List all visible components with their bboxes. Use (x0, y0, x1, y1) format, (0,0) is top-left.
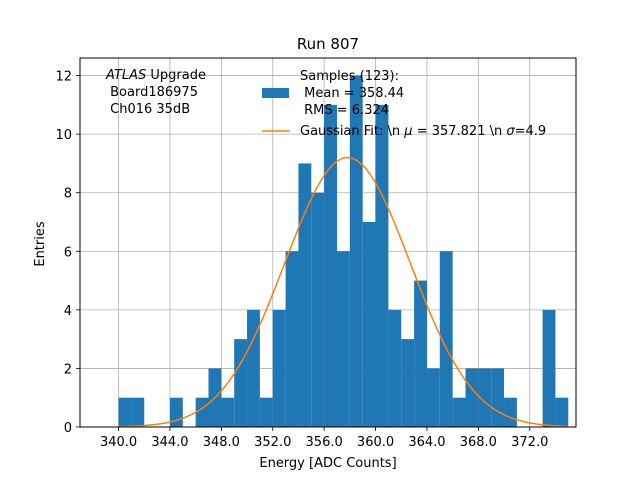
legend-samples-line-3: RMS = 6.324 (300, 103, 389, 118)
y-ticks: 0 2 4 6 8 10 12 (55, 70, 80, 436)
x-tick-label: 344.0 (151, 435, 188, 450)
histogram-bars (118, 75, 569, 428)
x-ticks: 340.0 344.0 348.0 352.0 356.0 360.0 364.0 368.0… (100, 427, 548, 450)
annotation-line-2: Board186975 (106, 85, 198, 100)
histogram-bar (336, 251, 350, 427)
histogram-bar (465, 368, 479, 427)
x-tick-label: 368.0 (460, 435, 497, 450)
x-tick-label: 356.0 (306, 435, 343, 450)
y-tick-label: 4 (64, 304, 72, 319)
x-axis-label: Energy [ADC Counts] (259, 456, 396, 471)
x-tick-label: 348.0 (203, 435, 240, 450)
mu-symbol: μ (403, 124, 412, 139)
histogram-bar (491, 368, 505, 427)
histogram-bar (221, 397, 235, 427)
x-tick-label: 352.0 (254, 435, 291, 450)
histogram-bar (555, 397, 569, 427)
y-tick-label: 6 (64, 245, 72, 260)
histogram-bar (426, 368, 440, 427)
y-tick-label: 12 (55, 70, 72, 85)
histogram-bar (414, 280, 427, 427)
y-tick-label: 2 (64, 362, 72, 377)
x-tick-label: 372.0 (511, 435, 548, 450)
legend-samples-line-1: Samples (123): (300, 69, 399, 84)
histogram-bar (247, 309, 260, 427)
y-tick-label: 10 (55, 128, 72, 143)
histogram-bar (439, 251, 453, 427)
y-tick-label: 0 (64, 421, 72, 436)
chart-title: Run 807 (297, 35, 359, 53)
histogram-bar (195, 397, 209, 427)
atlas-annotation: ATLAS Upgrade Board186975 Ch016 35dB (105, 68, 206, 117)
y-tick-label: 8 (64, 187, 72, 202)
histogram-bar (324, 104, 337, 427)
histogram-bar (118, 397, 132, 427)
gaussian-fit-curve (118, 156, 569, 428)
y-axis-label: Entries (33, 221, 48, 267)
histogram-bar (169, 397, 183, 427)
histogram-bar (478, 368, 492, 427)
histogram-bar (298, 163, 312, 427)
histogram-bar (259, 397, 273, 427)
atlas-label: ATLAS (105, 68, 146, 83)
histogram-bar (131, 397, 145, 427)
upgrade-label: Upgrade (146, 68, 206, 83)
annotation-line-1: ATLAS Upgrade (105, 68, 206, 83)
histogram-bar (349, 75, 363, 428)
histogram-bar (375, 104, 389, 427)
histogram-bar (311, 192, 325, 427)
gaussian-fit (118, 156, 569, 428)
legend-fit-text: Gaussian Fit: \n μ = 357.821 \n σ=4.9 (300, 124, 546, 139)
x-tick-label: 340.0 (100, 435, 137, 450)
axes-frame (79, 57, 577, 428)
x-tick-label: 360.0 (357, 435, 394, 450)
histogram-bar (285, 251, 299, 427)
sigma-symbol: σ (506, 124, 515, 139)
histogram-bar (401, 339, 415, 427)
histogram-bar (272, 309, 286, 427)
histogram-bar (504, 397, 517, 427)
histogram-bar (452, 397, 466, 427)
legend-patch-samples (262, 88, 289, 98)
legend-samples-line-2: Mean = 358.44 (300, 86, 404, 101)
legend: Samples (123): Mean = 358.44 RMS = 6.324… (262, 69, 546, 139)
annotation-line-3: Ch016 35dB (106, 102, 190, 117)
histogram-bar (388, 309, 402, 427)
legend-fit-suffix: =4.9 (515, 124, 547, 139)
histogram-bar (362, 222, 376, 427)
x-tick-label: 364.0 (408, 435, 445, 450)
legend-fit-prefix: Gaussian Fit: \n (300, 124, 404, 139)
legend-fit-middle: = 357.821 \n (413, 124, 507, 139)
histogram-bar (542, 309, 556, 427)
histogram-bar (234, 339, 248, 427)
